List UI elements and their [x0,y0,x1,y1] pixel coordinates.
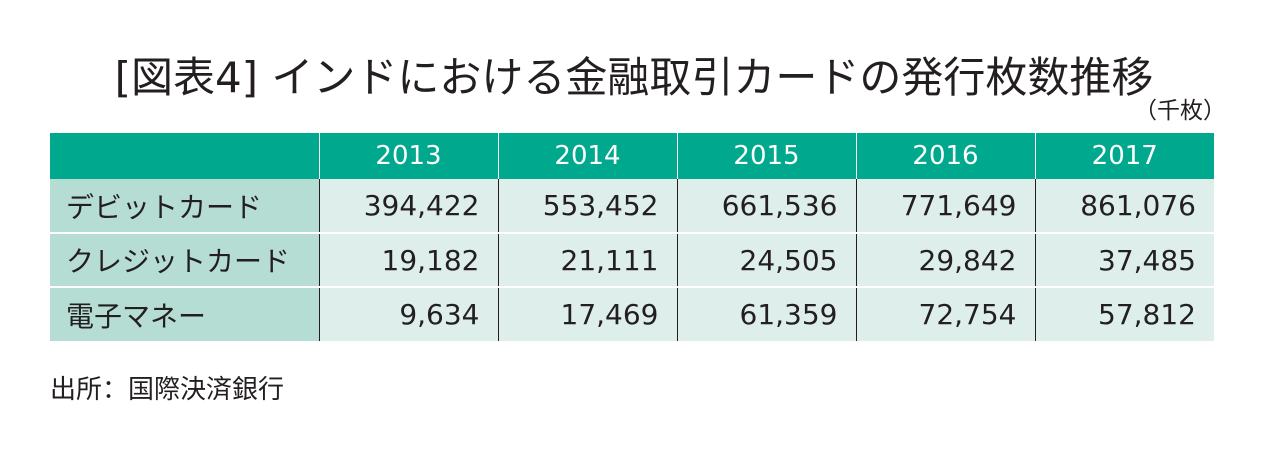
table-cell: 21,111 [497,232,677,287]
table-row: デビットカード 394,422 553,452 661,536 771,649 … [50,179,1214,233]
table-cell: 29,842 [855,232,1035,287]
column-header: 2013 [318,133,498,179]
table-cell: 771,649 [855,179,1035,233]
table-cell: 661,536 [676,179,856,233]
row-label: デビットカード [50,179,319,233]
row-label: 電子マネー [50,286,319,341]
table-cell: 57,812 [1034,286,1214,341]
data-table: 2013 2014 2015 2016 2017 デビットカード 394,422… [50,133,1214,341]
table-cell: 553,452 [497,179,677,233]
table-cell: 19,182 [318,232,498,287]
table-cell: 9,634 [318,286,498,341]
column-header: 2014 [497,133,677,179]
column-header: 2015 [676,133,856,179]
column-header: 2016 [855,133,1035,179]
header-corner-cell [50,133,319,179]
table-cell: 861,076 [1034,179,1214,233]
header-row: 2013 2014 2015 2016 2017 [50,133,1214,179]
table-cell: 37,485 [1034,232,1214,287]
column-header: 2017 [1034,133,1214,179]
table-row: クレジットカード 19,182 21,111 24,505 29,842 37,… [50,232,1214,287]
table-cell: 17,469 [497,286,677,341]
chart-title: [図表4] インドにおける金融取引カードの発行枚数推移 [114,53,1154,102]
table-row: 電子マネー 9,634 17,469 61,359 72,754 57,812 [50,286,1214,341]
table-cell: 24,505 [676,232,856,287]
unit-label: （千枚） [1134,98,1226,124]
table-cell: 61,359 [676,286,856,341]
table-cell: 394,422 [318,179,498,233]
source-note: 出所：国際決済銀行 [50,375,285,405]
row-label: クレジットカード [50,232,319,287]
table-cell: 72,754 [855,286,1035,341]
